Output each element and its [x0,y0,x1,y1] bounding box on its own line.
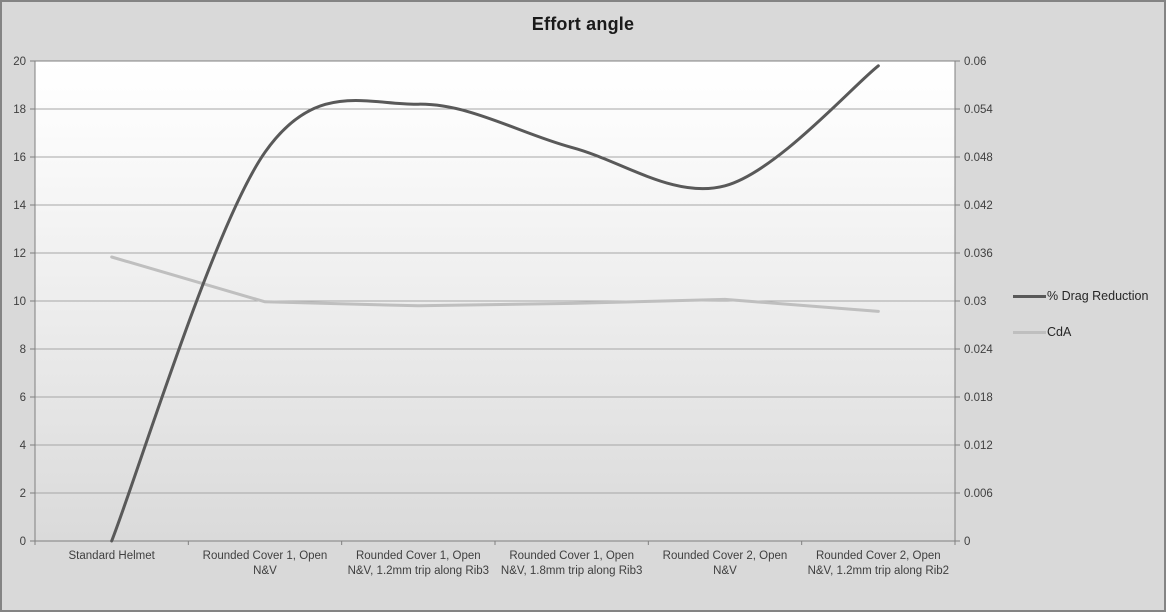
right-axis-tick-label: 0.024 [964,344,993,356]
right-axis-tick-label: 0.012 [964,440,993,452]
right-axis-tick-label: 0.018 [964,392,993,404]
x-axis-category-label: Rounded Cover 1, Open N&V, 1.2mm trip al… [347,550,490,577]
left-axis-tick-label: 4 [20,440,27,452]
x-axis-category-label: Rounded Cover 1, Open N&V, 1.8mm trip al… [500,550,643,577]
left-axis-tick-label: 12 [13,248,26,260]
series-cda [110,255,880,313]
x-axis-labels: Standard Helmet Rounded Cover 1, Open N&V… [35,549,955,579]
x-axis-category-label: Rounded Cover 2, Open N&V [662,550,788,577]
legend-label: % Drag Reduction [1047,289,1149,303]
left-axis-tick-label: 16 [13,152,26,164]
right-axis-tick-label: 0.006 [964,488,993,500]
right-axis-tick-label: 0.048 [964,152,993,164]
legend-line-swatch [1013,294,1046,298]
left-axis-tick-label: 6 [20,392,26,404]
legend-item: CdA [1013,325,1164,339]
left-axis-tick-label: 2 [20,488,26,500]
x-axis-category-label: Rounded Cover 2, Open N&V, 1.2mm trip al… [807,550,950,577]
legend: % Drag Reduction CdA [1013,289,1164,361]
left-axis-tick-label: 18 [13,104,26,116]
legend-line-swatch [1013,330,1046,334]
left-axis-tick-label: 20 [13,56,26,68]
x-axis-category-label: Standard Helmet [68,550,155,562]
right-axis-tick-label: 0.036 [964,248,993,260]
left-axis-tick-label: 10 [13,296,26,308]
left-axis-tick-label: 8 [20,344,26,356]
chart-title: Effort angle [531,14,635,34]
series--drag-reduction [110,64,880,543]
right-axis-tick-label: 0.042 [964,200,993,212]
legend-item: % Drag Reduction [1013,289,1164,303]
right-axis-tick-label: 0.06 [964,56,986,68]
left-axis-tick-label: 14 [13,200,26,212]
right-axis-tick-label: 0.054 [964,104,993,116]
left-axis-tick-label: 0 [20,536,26,548]
x-axis-category-label: Rounded Cover 1, Open N&V [202,550,328,577]
legend-label: CdA [1047,325,1072,339]
right-axis-tick-label: 0 [964,536,970,548]
right-axis-tick-label: 0.03 [964,296,986,308]
